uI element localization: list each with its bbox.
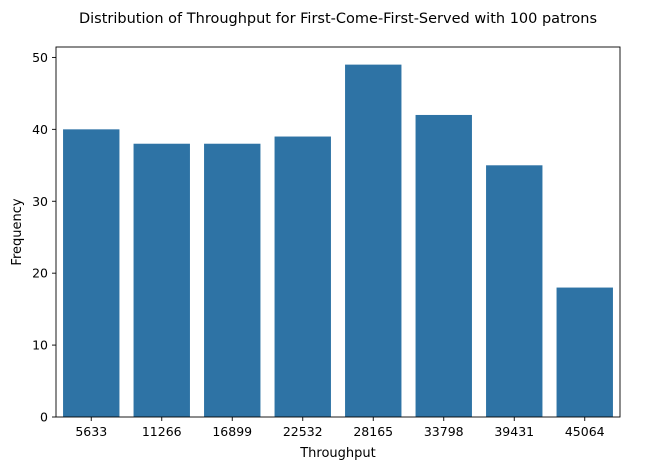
y-tick-label: 20	[32, 266, 48, 281]
x-tick-label: 11266	[142, 424, 182, 439]
x-tick-label: 5633	[75, 424, 107, 439]
y-tick-label: 30	[32, 194, 48, 209]
bar-5633	[63, 129, 120, 417]
x-tick-label: 28165	[353, 424, 393, 439]
bar-28165	[345, 64, 402, 417]
bar-22532	[274, 136, 331, 418]
bar-33798	[415, 114, 472, 418]
plot-frame	[55, 46, 621, 418]
bar-16899	[204, 143, 261, 417]
bar-39431	[486, 165, 543, 417]
y-tick-label: 50	[32, 50, 48, 65]
x-axis: 5633 11266 16899 22532 28165 33798 39431 45064	[75, 417, 605, 439]
bars-group	[63, 64, 613, 418]
bar-11266	[133, 143, 190, 417]
y-axis: 0 10 20 30 40 50	[32, 50, 56, 425]
x-tick-label: 33798	[424, 424, 464, 439]
y-tick-label: 40	[32, 122, 48, 137]
x-tick-label: 16899	[212, 424, 252, 439]
x-axis-label: Throughput	[299, 446, 376, 461]
y-axis-label: Frequency	[10, 198, 25, 265]
y-tick-label: 10	[32, 338, 48, 353]
chart-title: Distribution of Throughput for First-Com…	[79, 11, 597, 27]
y-tick-label: 0	[40, 410, 48, 425]
x-tick-label: 39431	[494, 424, 534, 439]
x-tick-label: 22532	[283, 424, 323, 439]
bar-45064	[556, 287, 613, 417]
x-tick-label: 45064	[565, 424, 605, 439]
